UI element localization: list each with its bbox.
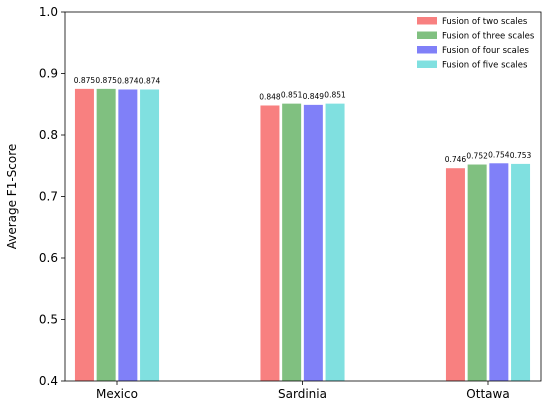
y-tick-label: 0.9 — [39, 67, 58, 81]
data-label: 0.849 — [303, 92, 325, 101]
data-label: 0.874 — [117, 76, 139, 85]
bar-sardinia-series-4 — [325, 103, 345, 381]
data-label: 0.754 — [488, 150, 510, 159]
bar-sardinia-series-3 — [303, 104, 323, 382]
bar-mexico-series-4 — [140, 89, 160, 382]
bar-mexico-series-2 — [96, 88, 116, 381]
y-tick-label: 0.4 — [39, 374, 58, 388]
x-tick-label: Ottawa — [466, 387, 509, 401]
bar-ottawa-series-2 — [467, 164, 487, 381]
data-label: 0.752 — [466, 152, 488, 161]
y-tick-label: 1.0 — [39, 5, 58, 19]
x-tick-label: Mexico — [96, 387, 138, 401]
data-label: 0.851 — [324, 91, 346, 100]
data-label: 0.874 — [139, 76, 161, 85]
data-label: 0.875 — [74, 76, 96, 85]
legend-swatch — [417, 60, 437, 68]
data-label: 0.875 — [95, 76, 117, 85]
legend-label: Fusion of five scales — [442, 61, 528, 71]
bar-sardinia-series-2 — [282, 103, 302, 381]
data-label: 0.851 — [281, 91, 303, 100]
legend-swatch — [417, 17, 437, 25]
bar-mexico-series-3 — [118, 89, 138, 382]
y-axis-label: Average F1-Score — [5, 144, 19, 250]
data-label: 0.753 — [510, 151, 532, 160]
y-tick-label: 0.5 — [39, 313, 58, 327]
y-tick-label: 0.8 — [39, 128, 58, 142]
bars-group — [74, 88, 531, 382]
y-tick-label: 0.7 — [39, 190, 58, 204]
bar-ottawa-series-1 — [445, 168, 465, 381]
x-tick-label: Sardinia — [278, 387, 327, 401]
bar-sardinia-series-1 — [260, 105, 280, 381]
bar-mexico-series-1 — [74, 88, 94, 381]
legend: Fusion of two scales Fusion of three scal… — [417, 17, 535, 71]
bar-ottawa-series-4 — [511, 163, 531, 381]
legend-label: Fusion of three scales — [442, 32, 535, 42]
data-label: 0.746 — [445, 155, 467, 164]
legend-label: Fusion of four scales — [442, 46, 529, 56]
data-label: 0.848 — [259, 92, 281, 101]
y-axis-ticks: 0.4 0.5 0.6 0.7 0.8 0.9 1.0 — [39, 5, 65, 388]
bar-ottawa-series-3 — [489, 163, 509, 381]
legend-swatch — [417, 31, 437, 39]
y-tick-label: 0.6 — [39, 251, 58, 265]
legend-label: Fusion of two scales — [442, 17, 528, 27]
legend-swatch — [417, 46, 437, 54]
x-axis-ticks: Mexico Sardinia Ottawa — [96, 381, 510, 401]
